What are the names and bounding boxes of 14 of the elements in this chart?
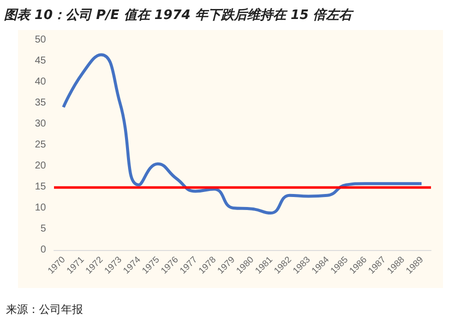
y-tick-label: 10 (34, 202, 46, 214)
line-series (62, 53, 424, 215)
chart-title: 图表 10：公司 P/E 值在 1974 年下跌后维持在 15 倍左右 (4, 6, 352, 24)
y-tick-label: 45 (34, 56, 46, 66)
y-tick-label: 20 (34, 160, 46, 172)
y-tick-label: 40 (34, 76, 46, 88)
y-tick-label: 15 (34, 182, 46, 192)
y-tick-label: 30 (34, 118, 46, 130)
source-note: 来源：公司年报 (6, 302, 83, 317)
y-tick-label: 25 (34, 140, 46, 150)
y-tick-label: 5 (40, 224, 46, 234)
y-tick-label: 0 (40, 244, 46, 256)
y-tick-label: 35 (34, 98, 46, 108)
y-tick-label: 50 (34, 34, 46, 46)
